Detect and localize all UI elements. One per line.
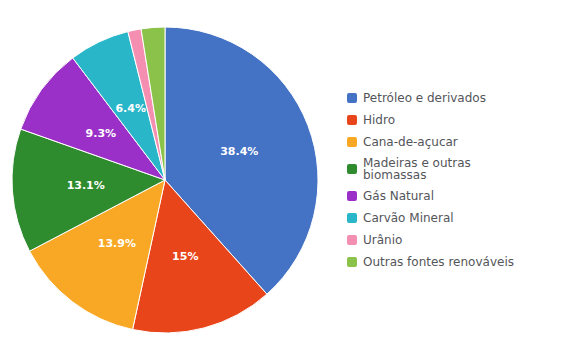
svg-text:38.4%: 38.4% [220,145,258,158]
svg-text:Hidro: Hidro [363,113,395,127]
svg-text:13.9%: 13.9% [98,237,136,250]
svg-text:Gás Natural: Gás Natural [363,189,434,203]
svg-text:15%: 15% [172,250,198,263]
svg-text:9.3%: 9.3% [86,127,117,140]
svg-text:13.1%: 13.1% [67,179,105,192]
svg-text:6.4%: 6.4% [115,102,146,115]
svg-text:Outras fontes renováveis: Outras fontes renováveis [363,255,514,269]
svg-text:biomassas: biomassas [363,168,426,182]
svg-text:Carvão Mineral: Carvão Mineral [363,211,454,225]
svg-text:Petróleo e derivados: Petróleo e derivados [363,91,486,105]
svg-text:Cana-de-açucar: Cana-de-açucar [363,135,458,149]
svg-text:Madeiras e outras: Madeiras e outras [363,156,471,170]
svg-text:Urânio: Urânio [363,233,402,247]
